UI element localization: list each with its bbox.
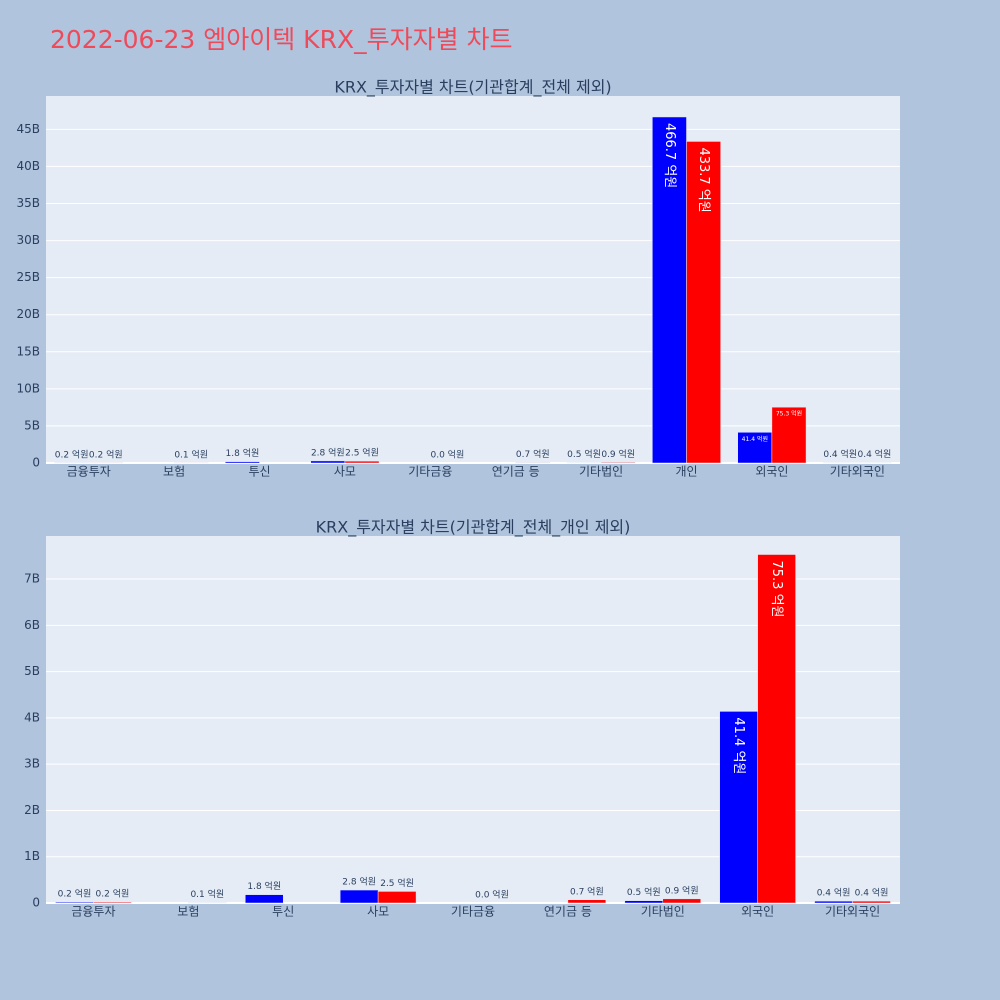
value-label: 2.5 억원 (380, 877, 414, 889)
value-label: 0.5 억원 (567, 448, 601, 460)
bar (600, 462, 636, 464)
x-tick-label: 보험 (163, 465, 185, 479)
plot-area (46, 96, 900, 463)
x-tick-label: 기타법인 (641, 905, 685, 919)
bar (245, 894, 284, 904)
value-label: 466.7 억원 (662, 123, 677, 188)
x-tick-label: 외국인 (755, 465, 788, 479)
x-tick-label: 금융투자 (71, 905, 115, 919)
x-tick-label: 기타법인 (579, 465, 623, 479)
y-tick-label: 35B (16, 196, 40, 210)
bar (719, 711, 758, 904)
y-tick-label: 45B (16, 122, 40, 136)
y-tick-label: 3B (24, 757, 40, 771)
x-tick-label: 개인 (675, 465, 697, 479)
x-tick-label: 사모 (334, 465, 356, 479)
value-label: 1.8 억원 (247, 880, 281, 892)
y-tick-label: 40B (16, 159, 40, 173)
value-label: 0.2 억원 (89, 448, 123, 460)
value-label: 0.9 억원 (601, 448, 635, 460)
value-label: 433.7 억원 (696, 147, 711, 212)
bar (686, 141, 721, 464)
chart-title: KRX_투자자별 차트(기관합계_전체_개인 제외) (316, 518, 631, 538)
value-label: 0.4 억원 (823, 448, 857, 460)
bar (377, 891, 417, 904)
x-tick-label: 보험 (177, 905, 199, 919)
y-tick-label: 20B (16, 307, 40, 321)
y-tick-label: 30B (16, 233, 40, 247)
y-tick-label: 5B (24, 664, 40, 678)
x-tick-label: 외국인 (741, 905, 774, 919)
value-label: 0.0 억원 (475, 889, 509, 901)
chart-title: KRX_투자자별 차트(기관합계_전체 제외) (334, 78, 611, 98)
value-label: 0.7 억원 (570, 885, 604, 897)
bar (93, 901, 132, 904)
value-label: 0.1 억원 (174, 448, 208, 460)
page-title: 2022-06-23 엠아이텍 KRX_투자자별 차트 (50, 25, 513, 54)
y-tick-label: 0 (32, 456, 40, 470)
bar (339, 889, 379, 904)
y-tick-label: 2B (24, 803, 40, 817)
value-label: 0.4 억원 (858, 448, 892, 460)
value-label: 0.9 억원 (665, 884, 699, 896)
x-tick-label: 기타외국인 (830, 465, 885, 479)
x-tick-label: 기타금융 (408, 465, 452, 479)
x-tick-label: 금융투자 (67, 465, 111, 479)
value-label: 41.4 억원 (742, 435, 768, 443)
x-tick-label: 사모 (367, 905, 389, 919)
x-tick-label: 연기금 등 (492, 465, 540, 479)
value-label: 0.7 억원 (516, 448, 550, 460)
bar (310, 460, 346, 464)
y-tick-label: 10B (16, 381, 40, 395)
bar (852, 900, 891, 904)
value-label: 2.5 억원 (345, 447, 379, 459)
x-tick-label: 투신 (248, 465, 270, 479)
bar (225, 461, 260, 464)
y-tick-label: 5B (24, 418, 40, 432)
y-tick-label: 6B (24, 618, 40, 632)
value-label: 2.8 억원 (311, 446, 345, 458)
y-tick-label: 0 (32, 896, 40, 910)
bar (662, 898, 701, 904)
bar (652, 116, 687, 464)
bar (757, 554, 796, 904)
y-tick-label: 7B (24, 572, 40, 586)
y-tick-label: 1B (24, 849, 40, 863)
value-label: 0.4 억원 (855, 887, 889, 899)
bar (515, 462, 551, 464)
value-label: 75.3 억원 (776, 410, 802, 418)
value-label: 41.4 억원 (731, 717, 746, 774)
value-label: 0.2 억원 (55, 448, 89, 460)
bar (814, 900, 853, 904)
bar (55, 901, 94, 904)
value-label: 0.1 억원 (190, 888, 224, 900)
bar (344, 460, 380, 464)
value-label: 0.0 억원 (431, 449, 465, 461)
x-tick-label: 연기금 등 (544, 905, 592, 919)
bar (771, 406, 807, 464)
value-label: 2.8 억원 (342, 876, 376, 888)
bar (567, 899, 607, 904)
value-label: 1.8 억원 (226, 447, 260, 459)
y-tick-label: 25B (16, 270, 40, 284)
value-label: 75.3 억원 (769, 561, 784, 618)
value-label: 0.2 억원 (96, 888, 130, 900)
x-tick-label: 기타금융 (451, 905, 495, 919)
y-tick-label: 15B (16, 344, 40, 358)
bar (624, 900, 664, 904)
x-tick-label: 투신 (272, 905, 294, 919)
value-label: 0.5 억원 (627, 886, 661, 898)
bar (737, 432, 773, 464)
x-tick-label: 기타외국인 (825, 905, 880, 919)
value-label: 0.4 억원 (817, 887, 851, 899)
value-label: 0.2 억원 (58, 888, 92, 900)
y-tick-label: 4B (24, 710, 40, 724)
